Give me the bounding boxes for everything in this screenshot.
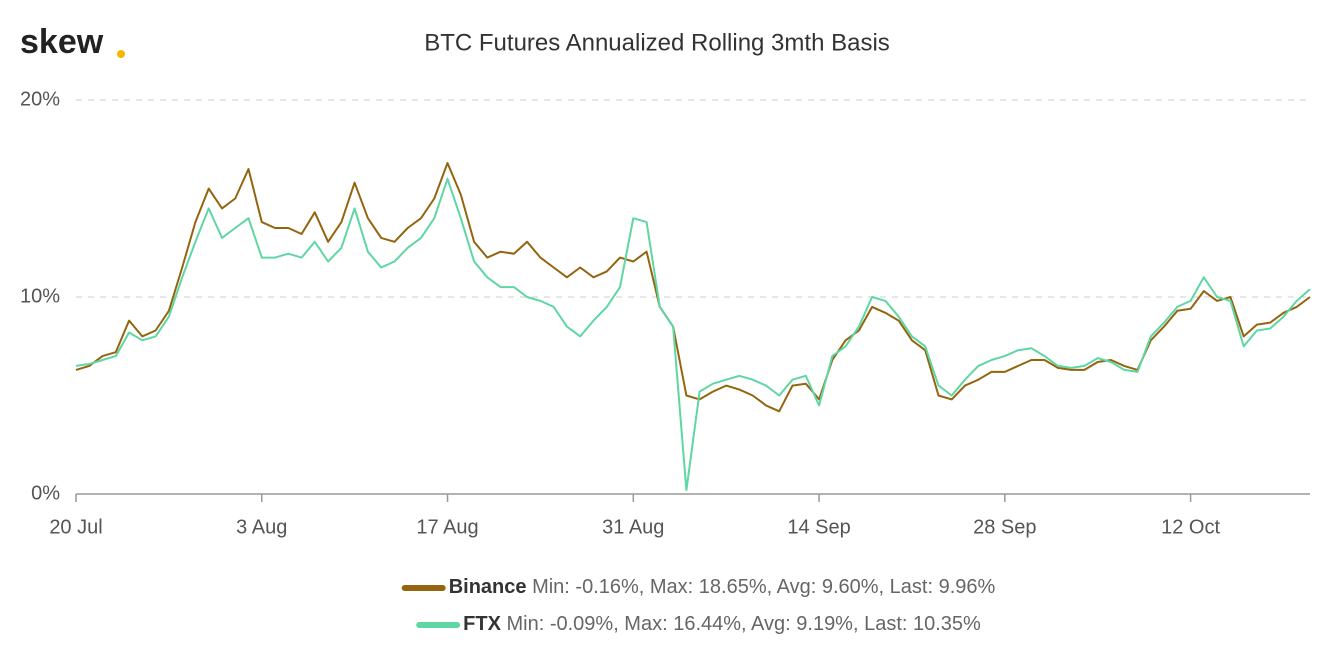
series-line — [75, 162, 1311, 413]
y-tick-label: 0% — [31, 482, 60, 504]
y-tick-label: 20% — [20, 88, 60, 110]
x-tick-label: 12 Oct — [1161, 516, 1220, 538]
x-tick-label: 3 Aug — [236, 516, 287, 538]
chart-title: BTC Futures Annualized Rolling 3mth Basi… — [424, 29, 890, 56]
x-tick-label: 20 Jul — [49, 516, 102, 538]
legend-name: Binance — [449, 576, 527, 598]
x-tick-label: 28 Sep — [973, 516, 1036, 538]
y-tick-label: 10% — [20, 285, 60, 307]
logo: skew — [20, 23, 104, 61]
legend-stats: Min: -0.09%, Max: 16.44%, Avg: 9.19%, La… — [506, 613, 981, 635]
x-tick-label: 31 Aug — [602, 516, 664, 538]
x-tick-label: 17 Aug — [416, 516, 478, 538]
series-line — [75, 177, 1311, 492]
x-tick-label: 14 Sep — [787, 516, 850, 538]
legend-entry: Binance Min: -0.16%, Max: 18.65%, Avg: 9… — [449, 576, 996, 598]
legend-entry: FTX Min: -0.09%, Max: 16.44%, Avg: 9.19%… — [463, 613, 981, 635]
legend-name: FTX — [463, 613, 501, 635]
logo-dot — [117, 50, 125, 58]
legend-stats: Min: -0.16%, Max: 18.65%, Avg: 9.60%, La… — [532, 576, 995, 598]
